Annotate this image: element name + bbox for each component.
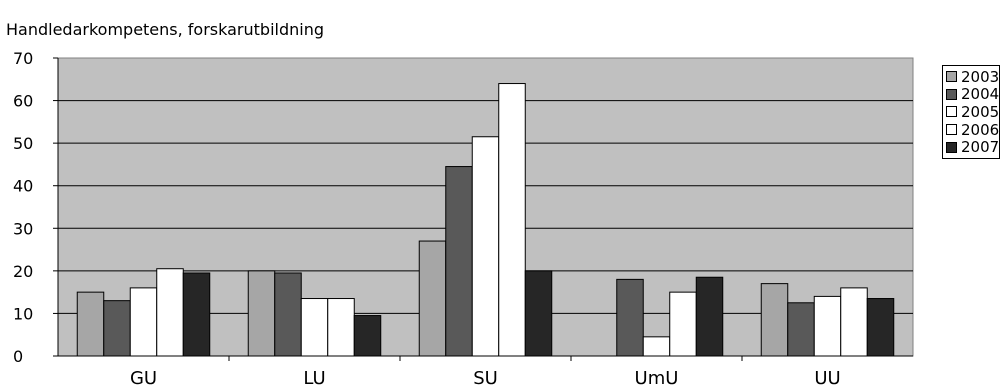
- legend-label: 2005: [961, 102, 1000, 121]
- x-tick-label: LU: [303, 368, 325, 387]
- legend-item-2007: 2007: [946, 138, 999, 156]
- bar-2004-LU: [274, 272, 302, 357]
- x-tick-label: SU: [473, 368, 498, 387]
- legend-swatch: [946, 141, 957, 153]
- bar-2005-SU: [471, 136, 500, 357]
- y-tick-label: 50: [13, 134, 33, 153]
- y-tick-label: 0: [13, 347, 23, 366]
- legend-item-2003: 2003: [946, 68, 999, 86]
- bar-2003-UU: [760, 283, 789, 357]
- bar-2003-LU: [247, 270, 276, 357]
- bar-2007-UU: [866, 298, 895, 357]
- x-tick-label: UmU: [635, 368, 679, 387]
- legend-label: 2006: [961, 120, 1000, 139]
- bar-2005-GU: [129, 287, 158, 357]
- y-tick-label: 70: [13, 49, 33, 68]
- bar-2003-GU: [76, 291, 105, 357]
- legend-label: 2003: [961, 67, 1000, 86]
- bar-2007-UmU: [695, 276, 724, 357]
- bar-2004-UmU: [616, 278, 644, 357]
- legend-item-2004: 2004: [946, 85, 1000, 104]
- bar-2003-SU: [418, 240, 447, 357]
- bar-2004-UU: [787, 302, 815, 357]
- legend: 2003 2004 2005 2006 2007: [942, 65, 1000, 159]
- bar-2006-SU: [498, 83, 526, 357]
- y-tick-label: 60: [13, 92, 33, 111]
- y-tick-label: 40: [13, 177, 33, 196]
- bar-2006-UU: [840, 287, 868, 357]
- legend-swatch: [946, 106, 957, 118]
- legend-item-2006: 2006: [946, 121, 999, 139]
- bar-2004-SU: [445, 166, 473, 357]
- legend-label: 2004: [961, 85, 1000, 104]
- y-tick-label: 20: [13, 262, 33, 281]
- legend-swatch: [946, 88, 957, 100]
- legend-label: 2007: [961, 138, 1000, 157]
- bar-2006-GU: [156, 268, 184, 357]
- bar-2005-LU: [300, 298, 329, 357]
- bar-2005-UmU: [642, 336, 671, 357]
- bar-2005-UU: [813, 295, 842, 357]
- y-tick-label: 30: [13, 219, 33, 238]
- chart-title: Handledarkompetens, forskarutbildning: [6, 20, 324, 39]
- y-tick-label: 10: [13, 304, 33, 323]
- x-tick-label: UU: [814, 368, 840, 387]
- legend-swatch: [946, 71, 957, 83]
- legend-swatch: [946, 124, 957, 136]
- bar-2006-LU: [327, 298, 355, 357]
- legend-item-2005: 2005: [946, 103, 999, 121]
- x-tick-label: GU: [130, 368, 157, 387]
- bar-2006-UmU: [669, 291, 697, 357]
- bar-2007-LU: [353, 315, 382, 357]
- bar-2007-GU: [182, 272, 211, 357]
- bar-2004-GU: [103, 300, 131, 357]
- bar-2007-SU: [524, 270, 553, 357]
